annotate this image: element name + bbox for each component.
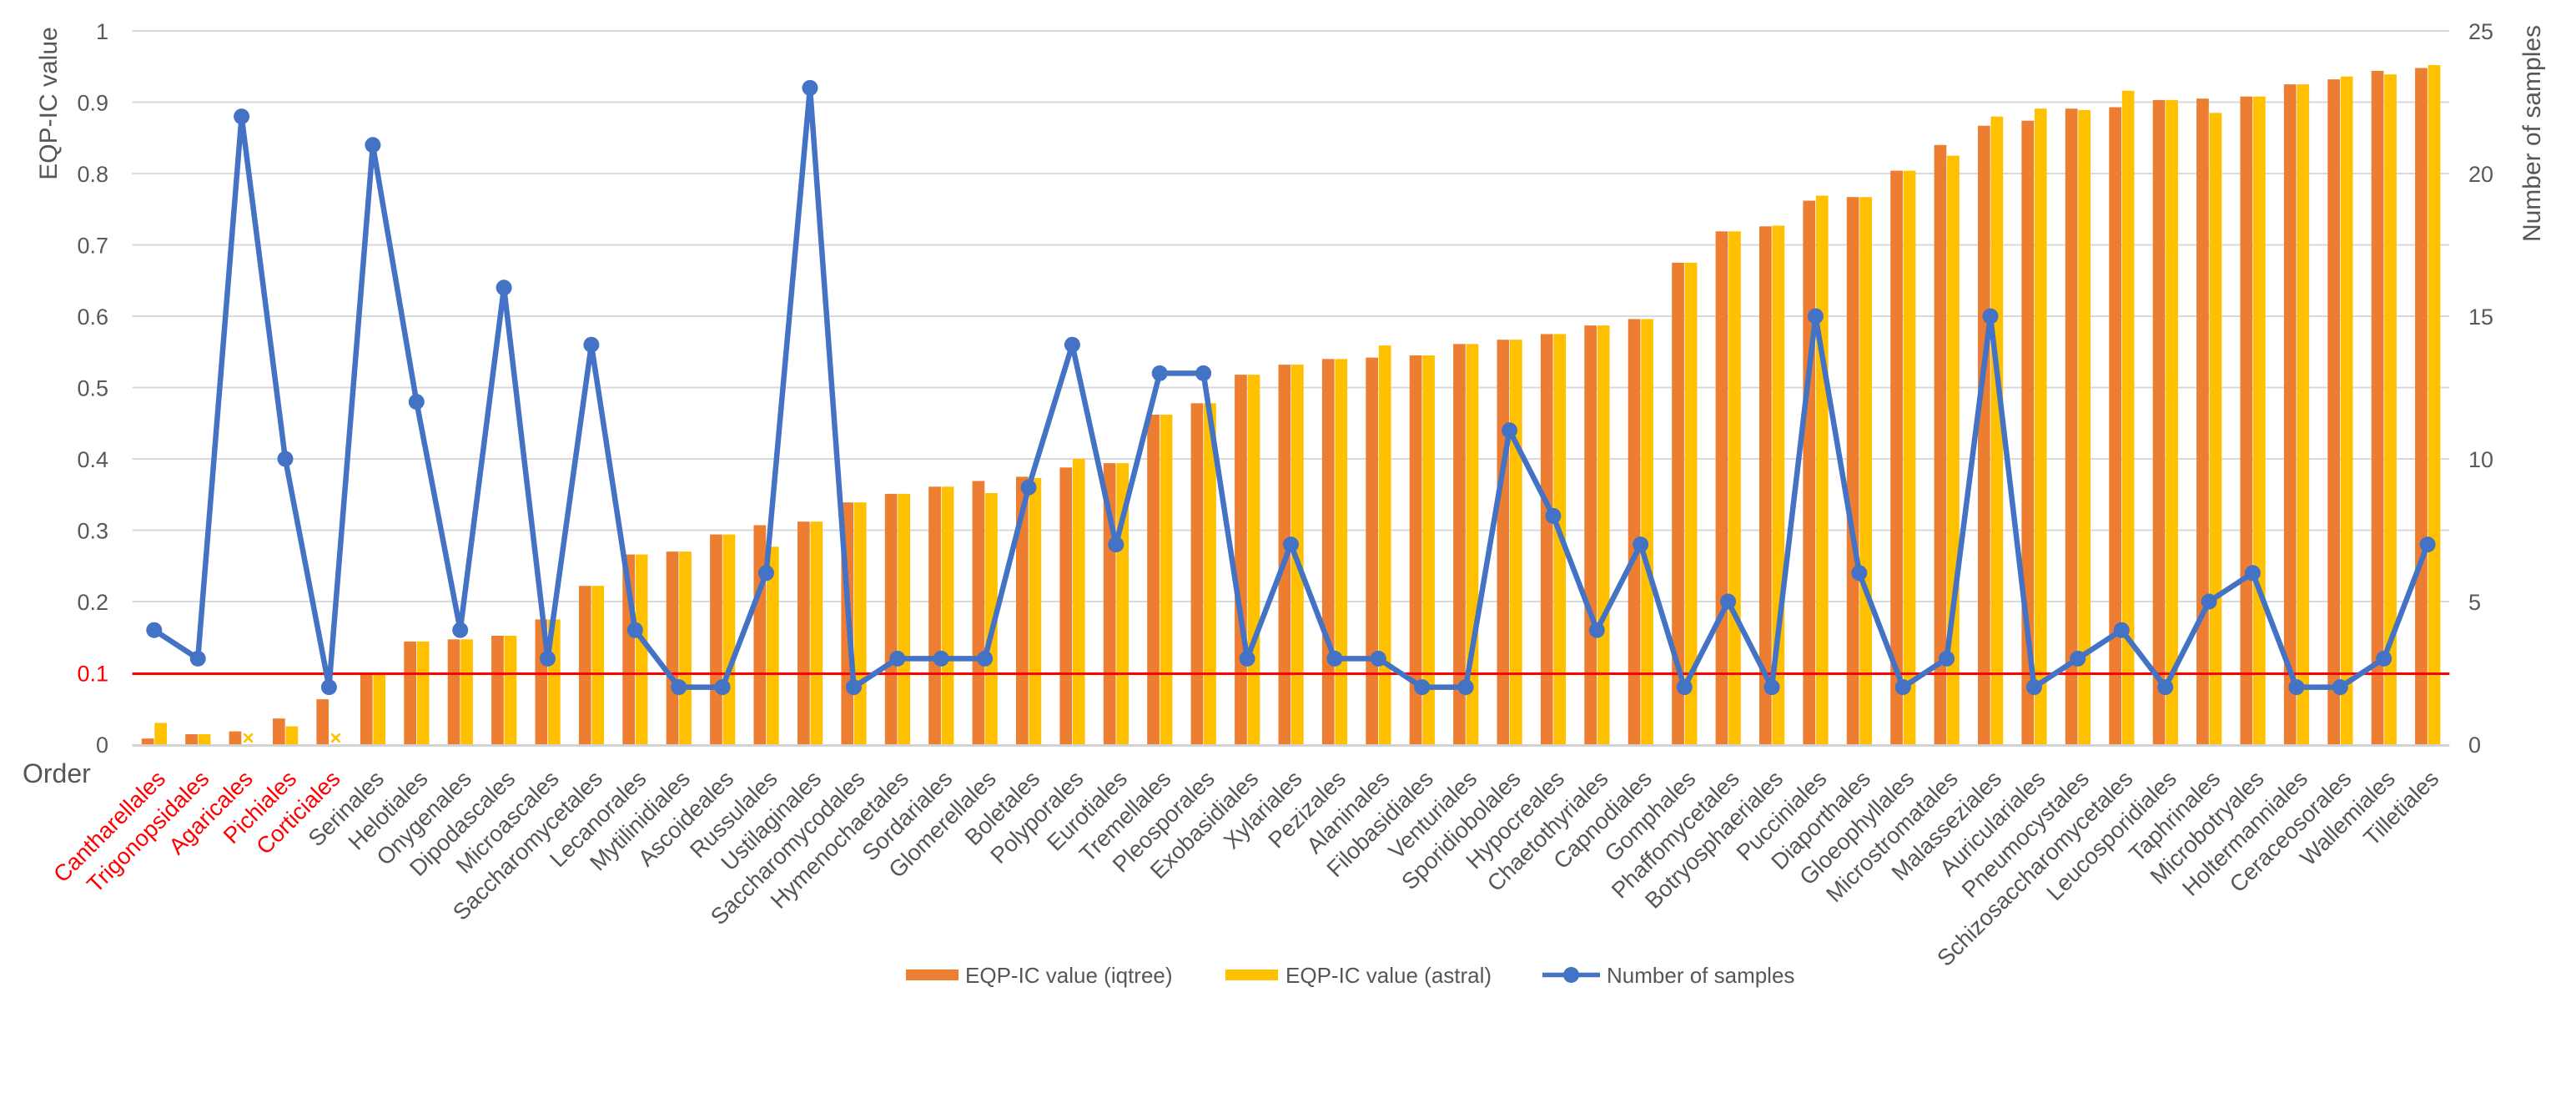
svg-text:EQP-IC value (astral): EQP-IC value (astral)	[1285, 963, 1492, 988]
svg-text:25: 25	[2468, 19, 2493, 44]
svg-text:0: 0	[96, 733, 108, 758]
svg-text:0: 0	[2468, 733, 2481, 758]
svg-text:Order: Order	[23, 758, 91, 788]
svg-text:1: 1	[96, 19, 108, 44]
svg-text:EQP-IC value: EQP-IC value	[35, 27, 63, 179]
svg-text:15: 15	[2468, 305, 2493, 330]
svg-text:0.6: 0.6	[77, 305, 108, 330]
svg-text:0.3: 0.3	[77, 519, 108, 544]
svg-text:10: 10	[2468, 447, 2493, 472]
svg-text:0.8: 0.8	[77, 162, 108, 187]
svg-text:Number of samples: Number of samples	[2518, 25, 2546, 242]
svg-text:0.1: 0.1	[77, 662, 108, 687]
svg-text:Number of samples: Number of samples	[1607, 963, 1794, 988]
svg-text:5: 5	[2468, 590, 2481, 615]
svg-text:0.9: 0.9	[77, 91, 108, 116]
svg-text:20: 20	[2468, 162, 2493, 187]
svg-text:0.7: 0.7	[77, 234, 108, 259]
svg-text:EQP-IC value (iqtree): EQP-IC value (iqtree)	[965, 963, 1173, 988]
svg-text:0.2: 0.2	[77, 590, 108, 615]
svg-text:0.5: 0.5	[77, 376, 108, 401]
svg-text:0.4: 0.4	[77, 447, 108, 472]
